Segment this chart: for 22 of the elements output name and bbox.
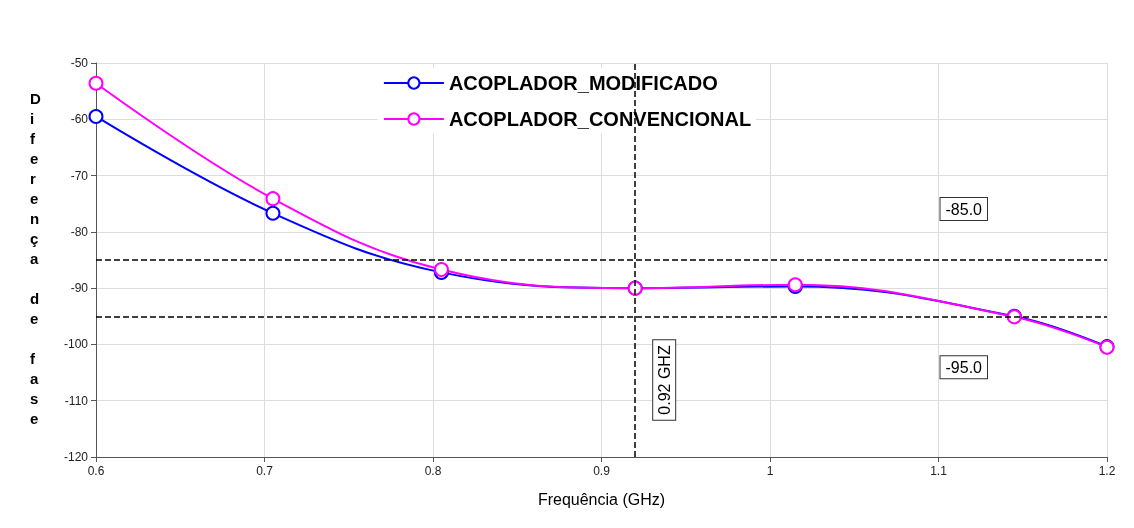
y-tick-label: -120 [63, 450, 89, 464]
legend-label: ACOPLADOR_CONVENCIONAL [448, 108, 752, 130]
y-tick-label: -110 [64, 393, 89, 408]
ref-line-label: -85.0 [945, 200, 983, 218]
x-tick-label: 0.6 [87, 464, 105, 478]
x-tick-label: 1.1 [930, 464, 948, 478]
x-tick-label: 0.8 [424, 464, 442, 478]
legend-label: ACOPLADOR_MODIFICADO [448, 72, 718, 94]
y-tick-label: -90 [70, 281, 89, 296]
y-tick-label: -70 [70, 168, 89, 183]
y-tick-label: -60 [70, 112, 89, 127]
y-tick-label: -50 [70, 56, 89, 70]
y-tick-label: -100 [63, 337, 89, 352]
ref-line-label: 0.92 GHZ [655, 345, 673, 415]
x-tick-label: 1 [766, 464, 774, 478]
x-tick-label: 1.2 [1098, 464, 1116, 478]
x-tick-label: 0.7 [256, 464, 274, 478]
y-tick-label: -80 [70, 224, 89, 239]
text: Diferença de fase [30, 89, 41, 427]
ref-line-label: -95.0 [945, 358, 983, 376]
x-tick-label: 0.9 [593, 464, 611, 478]
x-axis-title: Frequência (GHz) [537, 490, 666, 508]
